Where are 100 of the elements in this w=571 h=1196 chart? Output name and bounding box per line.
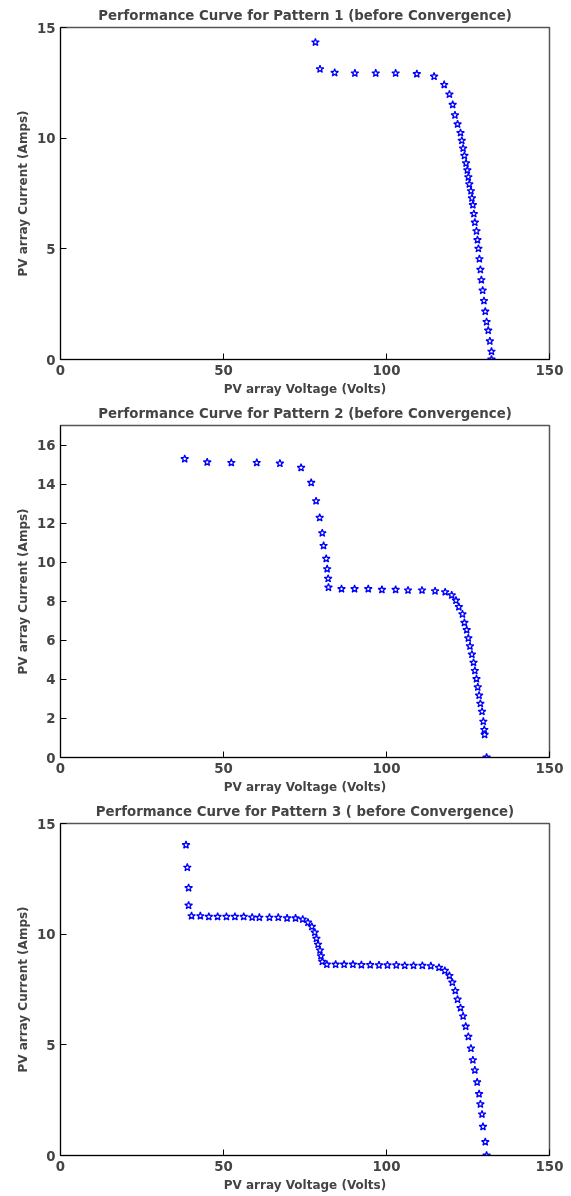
y-axis-title: PV array Current (Amps): [15, 110, 30, 277]
point: [339, 959, 349, 969]
point: [184, 883, 194, 892]
point: [480, 306, 490, 316]
point: [439, 80, 449, 89]
x-axis-title: PV array Voltage (Volts): [223, 381, 387, 396]
point: [454, 602, 464, 611]
point: [464, 179, 474, 189]
y-axis-title: PV array Current (Amps): [15, 508, 30, 675]
chart-title: Performance Curve for Pattern 3 ( before Convergence): [95, 803, 515, 819]
y-tick-label: 4: [46, 672, 56, 688]
point: [465, 641, 475, 651]
point: [180, 454, 190, 463]
y-tick-label: 10: [36, 927, 56, 943]
point: [472, 674, 481, 683]
point: [456, 128, 465, 137]
point: [434, 962, 444, 972]
point: [457, 135, 467, 145]
point: [470, 217, 480, 227]
point: [458, 143, 468, 153]
point: [330, 68, 340, 77]
point: [459, 151, 469, 160]
x-tick-label: 150: [535, 1158, 564, 1174]
point: [429, 71, 439, 81]
point: [477, 706, 487, 716]
chart-title: Performance Curve for Pattern 2 (before Convergence): [98, 405, 512, 421]
y-tick-label: 15: [36, 20, 56, 36]
point: [204, 912, 214, 921]
point: [469, 657, 478, 667]
point: [324, 582, 333, 592]
point: [417, 585, 427, 595]
point: [447, 977, 457, 987]
y-tick-label: 0: [46, 352, 56, 368]
point: [476, 275, 486, 284]
point: [451, 595, 461, 605]
y-tick-label: 0: [46, 1148, 56, 1164]
point: [477, 1109, 487, 1119]
point: [447, 590, 457, 600]
point: [311, 933, 321, 943]
point: [478, 716, 488, 726]
point: [254, 912, 264, 922]
point: [487, 346, 496, 356]
y-axis-title: PV array Current (Amps): [15, 906, 30, 1073]
point: [310, 927, 320, 937]
point: [202, 457, 212, 467]
point: [456, 1003, 465, 1012]
point: [307, 921, 317, 931]
point: [298, 914, 308, 924]
point: [310, 37, 320, 47]
x-tick-label: 50: [214, 362, 233, 378]
point: [467, 193, 477, 203]
point: [182, 862, 192, 872]
point: [468, 200, 478, 209]
y-tick-label: 16: [36, 438, 56, 454]
point: [461, 1021, 471, 1031]
point: [474, 1089, 484, 1098]
point: [467, 649, 477, 659]
point: [273, 912, 283, 922]
point: [461, 158, 471, 168]
point: [230, 912, 240, 921]
y-tick-label: 0: [46, 750, 56, 766]
point: [470, 666, 480, 675]
point: [282, 913, 292, 923]
point: [473, 682, 483, 692]
x-tick-label: 150: [535, 362, 564, 378]
point: [479, 725, 489, 734]
point: [391, 960, 401, 970]
point: [475, 1099, 485, 1109]
point: [252, 458, 262, 467]
y-tick-label: 5: [46, 1037, 56, 1053]
x-axis-title: PV array Voltage (Volts): [223, 779, 387, 794]
point: [239, 912, 249, 921]
point: [485, 336, 495, 346]
y-tick-label: 12: [36, 516, 56, 532]
point: [466, 1043, 476, 1053]
x-tick-label: 100: [372, 760, 401, 776]
x-tick-label: 100: [372, 362, 401, 378]
x-tick-label: 150: [535, 760, 564, 776]
point: [453, 119, 463, 129]
point: [400, 960, 410, 970]
point: [356, 960, 366, 969]
point: [462, 625, 472, 634]
y-tick-label: 15: [36, 816, 56, 832]
point: [463, 172, 473, 182]
point: [475, 698, 485, 708]
point: [482, 317, 492, 326]
point: [417, 960, 427, 970]
point: [322, 959, 332, 969]
point: [403, 585, 413, 595]
point: [430, 586, 440, 595]
point: [317, 956, 327, 966]
point: [350, 584, 360, 593]
point: [450, 110, 460, 120]
point: [365, 960, 375, 969]
point: [480, 1137, 490, 1146]
point: [473, 243, 483, 253]
point: [315, 513, 325, 522]
point: [226, 458, 236, 467]
point: [463, 633, 473, 643]
point: [474, 690, 484, 700]
